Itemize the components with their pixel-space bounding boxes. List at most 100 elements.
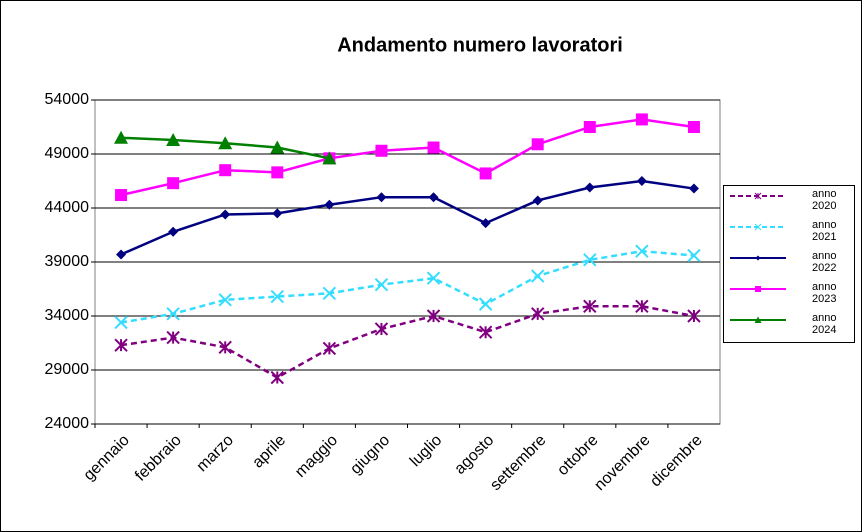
point-marker (687, 309, 701, 323)
point-marker (688, 183, 699, 194)
point-marker (322, 341, 337, 356)
point-marker (479, 167, 492, 180)
marker-shape (272, 208, 283, 219)
point-marker (220, 209, 231, 220)
marker-shape (375, 144, 388, 157)
point-marker (426, 271, 441, 285)
point-marker (428, 192, 439, 203)
legend-label: anno 2024 (812, 312, 837, 336)
legend-label: anno 2021 (812, 219, 837, 243)
legend: anno 2020 anno 2021 anno 2022 anno 2023 anno… (723, 185, 855, 343)
point-marker (322, 151, 337, 165)
legend-item: anno 2021 (724, 217, 854, 248)
marker-shape (583, 253, 597, 267)
marker-shape (374, 277, 389, 292)
point-marker (322, 286, 337, 301)
point-marker (166, 330, 180, 345)
point-marker (480, 218, 491, 229)
marker-shape (635, 299, 649, 313)
point-marker (166, 307, 180, 321)
point-marker (636, 176, 647, 186)
marker-shape (583, 121, 596, 133)
point-marker (635, 244, 649, 258)
point-marker (755, 286, 761, 292)
point-marker (167, 177, 180, 190)
point-marker (584, 182, 595, 193)
legend-marker (754, 192, 762, 200)
marker-shape (479, 167, 492, 180)
marker-shape (114, 315, 128, 330)
marker-shape (635, 244, 649, 258)
legend-marker (755, 255, 761, 261)
marker-shape (532, 195, 543, 206)
point-marker (218, 340, 232, 355)
point-marker (531, 138, 544, 151)
series-line (120, 249, 695, 324)
point-marker (687, 121, 700, 133)
point-marker (272, 208, 283, 219)
y-tick-label: 49000 (45, 145, 90, 162)
point-marker (531, 269, 545, 283)
series-line (120, 118, 695, 197)
point-marker (375, 144, 388, 157)
marker-shape (322, 341, 337, 356)
marker-shape (167, 177, 180, 190)
point-marker (114, 130, 129, 144)
marker-shape (635, 113, 648, 126)
point-marker (754, 316, 762, 323)
legend-swatch (730, 223, 786, 231)
legend-swatch (730, 286, 786, 292)
point-marker (218, 136, 233, 150)
point-marker (478, 297, 493, 311)
marker-shape (115, 189, 128, 202)
legend-item: anno 2022 (724, 248, 854, 279)
legend-item: anno 2020 (724, 186, 854, 217)
point-marker (687, 248, 701, 263)
point-marker (270, 140, 285, 154)
point-marker (115, 189, 128, 202)
marker-shape (374, 322, 389, 336)
marker-shape (426, 271, 441, 285)
point-marker (754, 223, 762, 231)
point-marker (583, 253, 597, 267)
marker-shape (168, 226, 179, 237)
marker-shape (426, 309, 441, 323)
point-marker (635, 113, 648, 126)
legend-swatch (730, 316, 786, 323)
marker-shape (271, 166, 284, 179)
point-marker (166, 132, 181, 146)
point-marker (218, 293, 232, 307)
series-line (120, 179, 695, 256)
point-marker (583, 121, 596, 133)
legend-marker (754, 223, 762, 231)
point-marker (426, 309, 441, 323)
marker-shape (427, 141, 440, 154)
marker-shape (270, 370, 284, 385)
legend-item: anno 2023 (724, 279, 854, 310)
marker-shape (166, 330, 180, 345)
marker-shape (754, 223, 762, 231)
point-marker (271, 166, 284, 179)
point-marker (324, 199, 335, 210)
legend-label: anno 2020 (812, 188, 837, 212)
y-tick-label: 24000 (45, 415, 90, 432)
marker-shape (428, 192, 439, 203)
legend-marker (754, 316, 762, 323)
marker-shape (531, 307, 545, 321)
point-marker (114, 338, 128, 352)
point-marker (754, 192, 762, 200)
marker-shape (754, 316, 762, 323)
marker-shape (219, 164, 232, 177)
point-marker (219, 164, 232, 177)
point-marker (270, 289, 284, 304)
marker-shape (376, 192, 387, 203)
point-marker (531, 307, 545, 321)
marker-shape (322, 151, 337, 165)
point-marker (168, 226, 179, 237)
marker-shape (166, 307, 180, 321)
marker-shape (218, 293, 232, 307)
marker-shape (754, 192, 762, 200)
marker-shape (114, 130, 129, 144)
